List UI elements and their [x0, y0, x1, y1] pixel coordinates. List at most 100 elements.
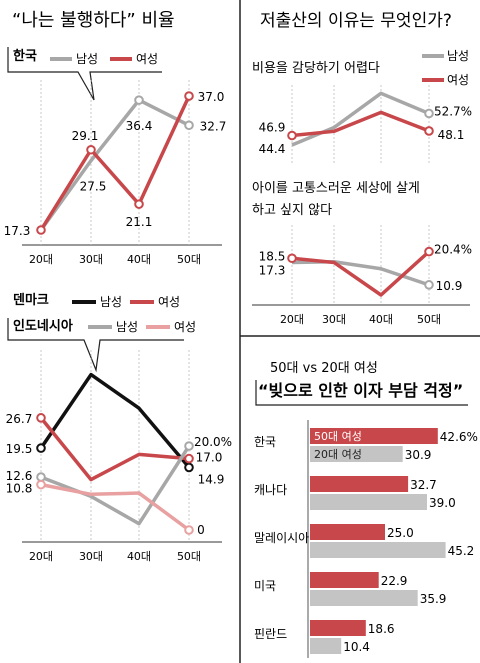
data-label: 21.1 [126, 215, 153, 229]
series-point [36, 225, 46, 235]
rw-series: 17.3 10.9 18.5 20.4% [259, 243, 472, 297]
bar-20s [310, 542, 446, 558]
x-tick-label: 40대 [127, 253, 151, 266]
series-point [424, 280, 434, 290]
debt-bars: 한국 50대 여성 42.6% 20대 여성 30.9 캐나다 32.7 39.0 말레이시아 2… [254, 428, 478, 654]
data-label: 14.9 [198, 472, 225, 486]
reason-world-title-2: 하고 싶지 않다 [252, 203, 332, 218]
reasons-legend-male: 남성 [447, 49, 469, 63]
x-tick-label: 40대 [127, 550, 151, 563]
series-line [291, 91, 430, 147]
panel-unhappy: “나는 불행하다” 비율 한국 남성 여성 20대 30대 40대 50대 27.5 3… [4, 10, 232, 563]
x-tick-label: 30대 [79, 550, 103, 563]
reason-cost-title: 비용을 감당하기 어렵다 [252, 61, 380, 76]
bar-50s [310, 572, 379, 588]
indonesia-legend-female: 여성 [174, 320, 196, 334]
dk-series: 19.5 14.9 26.7 17.0 12.6 20.0% 10.8 0 [6, 372, 232, 537]
reason-world-title-1: 아이를 고통스러운 세상에 살게 [252, 181, 420, 196]
bar-value-label: 32.7 [410, 478, 437, 492]
panel-unhappy-title: “나는 불행하다” 비율 [12, 10, 175, 31]
denmark-legend-female: 여성 [158, 295, 180, 309]
x-tick-label: 20대 [29, 253, 53, 266]
debt-title: “빚으로 인한 이자 부담 걱정” [258, 381, 463, 400]
series-point [287, 130, 297, 141]
series-line [40, 445, 191, 526]
series-point [134, 199, 144, 209]
debt-header: 50대 vs 20대 여성 [270, 361, 378, 376]
korea-label: 한국 [13, 48, 37, 64]
rc-gridlines [291, 85, 430, 165]
panel-debt: 50대 vs 20대 여성 “빚으로 인한 이자 부담 걱정” 한국 50대 여성… [254, 361, 478, 658]
bar-legend-label: 50대 여성 [314, 430, 362, 443]
bar-50s [310, 476, 409, 492]
bar-category-label: 말레이시아 [254, 531, 309, 545]
reasons-legend-female: 여성 [447, 73, 469, 87]
series-line [39, 416, 190, 482]
series-point [424, 108, 434, 119]
bar-20s [310, 590, 418, 606]
series-point [36, 413, 46, 423]
korea-legend-male: 남성 [76, 52, 98, 66]
denmark-legend-male: 남성 [100, 295, 122, 309]
indonesia-label: 인도네시아 [13, 318, 73, 334]
data-label: 32.7 [200, 119, 227, 133]
debt-title-bracket [255, 380, 468, 406]
bar-value-label: 25.0 [387, 526, 414, 540]
x-tick-label: 20대 [280, 313, 304, 326]
bar-category-label: 캐나다 [254, 483, 287, 497]
panel-reasons-title: 저출산의 이유는 무엇인가? [260, 11, 452, 31]
bar-20s [310, 638, 342, 654]
series-point [424, 246, 434, 257]
series-line [40, 482, 191, 532]
korea-gridlines [40, 80, 190, 245]
indonesia-legend-male: 남성 [116, 320, 138, 334]
korea-series: 27.5 36.4 32.7 17.3 29.1 21.1 37.0 [4, 90, 227, 238]
series-point [184, 453, 194, 464]
bar-value-label: 42.6% [440, 430, 478, 444]
bar-value-label: 10.4 [343, 640, 370, 654]
data-label: 46.9 [259, 121, 286, 135]
series-point [184, 120, 194, 131]
bar-value-label: 39.0 [429, 496, 456, 510]
bar-20s [310, 446, 403, 462]
x-tick-label: 30대 [79, 253, 103, 266]
data-label: 37.0 [198, 90, 225, 104]
bar-20s [310, 494, 427, 510]
data-label: 17.3 [259, 263, 286, 277]
x-tick-label: 20대 [29, 550, 53, 563]
series-point [134, 95, 144, 105]
bar-value-label: 35.9 [420, 592, 447, 606]
bar-value-label: 30.9 [405, 448, 432, 462]
data-label: 19.5 [6, 442, 33, 456]
data-label: 0 [197, 523, 205, 537]
series-point [36, 472, 46, 482]
series-point [184, 525, 194, 535]
data-label: 44.4 [259, 142, 286, 156]
dk-x-ticks: 20대 30대 40대 50대 [29, 550, 201, 563]
denmark-callout-bubble [7, 318, 184, 373]
data-label: 36.4 [126, 119, 153, 133]
bar-category-label: 한국 [254, 435, 276, 449]
data-label: 17.0 [196, 451, 223, 465]
x-tick-label: 50대 [417, 313, 441, 326]
data-label: 20.0% [194, 435, 232, 449]
series-point [184, 462, 194, 473]
korea-callout-bubble [7, 47, 162, 101]
panel-reasons: 저출산의 이유는 무엇인가? 비용을 감당하기 어렵다 남성 여성 44.4 52… [252, 11, 472, 326]
series-line [291, 250, 431, 297]
data-label: 10.8 [6, 482, 33, 496]
x-tick-label: 50대 [177, 253, 201, 266]
data-label: 29.1 [72, 129, 99, 143]
series-line [39, 372, 191, 469]
series-point [86, 144, 96, 155]
x-tick-label: 40대 [369, 313, 393, 326]
bar-value-label: 45.2 [448, 544, 475, 558]
series-line [291, 110, 430, 138]
series-line [39, 95, 191, 231]
bar-50s [310, 524, 385, 540]
bar-legend-label: 20대 여성 [314, 448, 362, 461]
bar-50s [310, 620, 366, 636]
bar-50s [310, 428, 438, 444]
series-point [287, 253, 297, 264]
